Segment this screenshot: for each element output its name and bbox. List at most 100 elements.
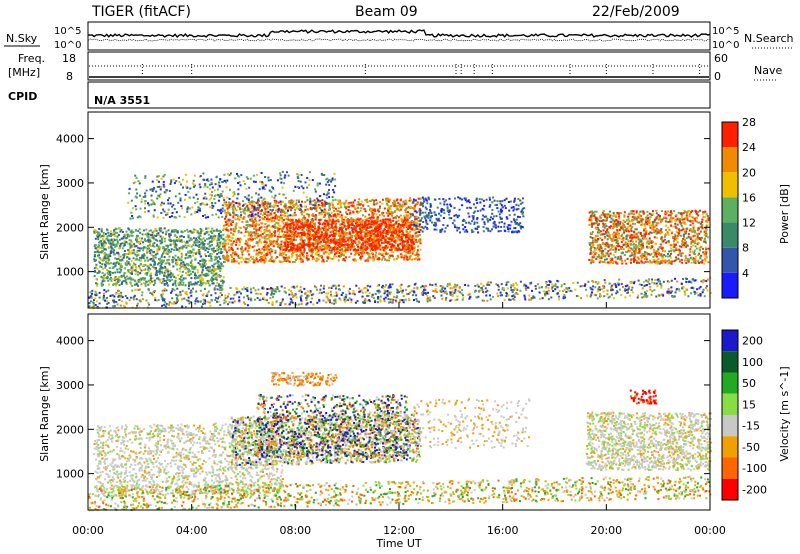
range-cell — [262, 184, 265, 187]
range-cell — [358, 224, 361, 227]
range-cell — [216, 239, 219, 242]
range-cell — [384, 221, 387, 224]
range-cell — [181, 253, 184, 256]
range-cell — [152, 251, 155, 254]
range-cell — [179, 267, 182, 270]
range-cell — [358, 203, 361, 206]
range-cell — [139, 242, 142, 245]
range-cell — [396, 233, 398, 236]
range-cell — [299, 248, 302, 251]
range-cell — [128, 239, 131, 242]
range-cell — [225, 249, 228, 252]
range-cell — [395, 236, 398, 239]
range-cell — [252, 222, 255, 225]
range-cell — [139, 216, 142, 219]
range-cell — [228, 239, 231, 242]
range-cell — [371, 223, 374, 226]
range-cell — [119, 245, 121, 247]
range-cell — [268, 229, 271, 232]
range-cell — [333, 235, 336, 237]
range-cell — [147, 202, 150, 205]
range-cell — [289, 203, 292, 206]
range-cell — [276, 205, 279, 207]
range-cell — [268, 189, 271, 192]
range-cell — [312, 207, 315, 210]
range-cell — [294, 230, 297, 233]
range-cell — [121, 231, 124, 233]
range-cell — [362, 246, 365, 248]
range-cell — [209, 236, 212, 239]
range-cell — [316, 227, 319, 230]
range-cell — [264, 246, 267, 248]
range-cell — [220, 248, 223, 251]
range-cell — [344, 259, 346, 262]
range-cell — [219, 208, 222, 211]
range-cell — [101, 250, 104, 253]
range-cell — [124, 267, 127, 270]
range-cell — [349, 243, 352, 245]
range-cell — [279, 174, 282, 177]
range-cell — [324, 219, 327, 222]
range-cell — [342, 244, 345, 246]
range-cell — [231, 205, 234, 208]
range-cell — [219, 265, 222, 268]
range-cell — [147, 270, 150, 273]
range-cell — [94, 237, 97, 240]
range-cell — [263, 231, 266, 234]
range-cell — [308, 234, 311, 236]
range-cell — [307, 258, 310, 261]
range-cell — [172, 283, 174, 286]
range-cell — [115, 284, 117, 287]
range-cell — [139, 280, 142, 283]
range-cell — [105, 242, 108, 245]
range-cell — [155, 267, 157, 270]
range-cell — [219, 250, 222, 253]
range-cell — [160, 268, 163, 271]
range-cell — [135, 208, 138, 211]
range-cell — [324, 212, 327, 215]
range-cell — [286, 171, 288, 174]
range-cell — [275, 201, 278, 204]
range-cell — [379, 233, 382, 236]
range-cell — [401, 218, 404, 221]
range-cell — [259, 256, 262, 258]
range-cell — [405, 207, 408, 210]
range-cell — [159, 204, 162, 207]
range-cell — [132, 207, 134, 210]
range-cell — [228, 246, 231, 249]
range-cell — [296, 247, 299, 250]
range-cell — [386, 208, 389, 211]
range-cell — [416, 241, 419, 244]
range-cell — [199, 279, 202, 282]
range-cell — [294, 227, 297, 230]
range-cell — [200, 278, 203, 280]
range-cell — [370, 244, 373, 247]
range-cell — [156, 274, 158, 276]
range-cell — [151, 200, 154, 202]
range-cell — [265, 252, 268, 255]
range-cell — [293, 204, 296, 207]
range-cell — [395, 239, 398, 242]
range-cell — [399, 199, 402, 202]
range-cell — [326, 212, 329, 215]
range-cell — [210, 259, 213, 262]
range-cell — [168, 233, 171, 236]
range-cell — [259, 234, 262, 237]
range-cell — [358, 235, 361, 238]
range-cell — [107, 255, 110, 258]
range-cell — [209, 230, 212, 233]
range-cell — [249, 238, 252, 241]
range-cell — [309, 199, 312, 202]
range-cell — [286, 228, 289, 231]
range-cell — [194, 202, 197, 205]
range-cell — [233, 193, 236, 196]
range-cell — [245, 240, 248, 243]
range-cell — [178, 192, 181, 195]
range-cell — [392, 201, 394, 204]
range-cell — [388, 224, 391, 227]
range-cell — [285, 249, 287, 252]
range-cell — [360, 251, 363, 254]
range-cell — [329, 231, 332, 234]
range-cell — [110, 234, 113, 237]
range-cell — [163, 191, 166, 194]
